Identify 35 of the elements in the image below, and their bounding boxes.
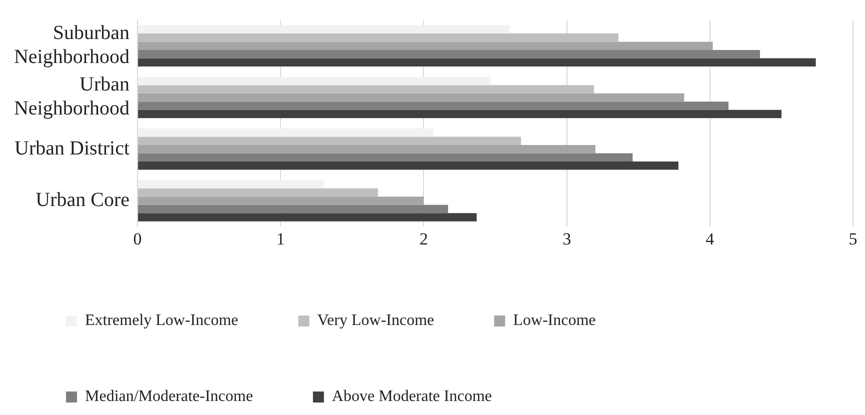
bar xyxy=(138,33,618,42)
bar xyxy=(138,93,684,102)
legend-label: Very Low-Income xyxy=(317,312,434,330)
x-tick-label: 3 xyxy=(562,229,572,248)
bar xyxy=(138,50,760,58)
bar xyxy=(138,110,782,118)
legend-label: Median/Moderate-Income xyxy=(85,388,253,406)
bar xyxy=(138,102,729,110)
bar xyxy=(138,136,522,145)
bar xyxy=(138,25,510,34)
legend-label: Above Moderate Income xyxy=(332,388,492,406)
x-tick-label: 0 xyxy=(133,229,142,248)
bar xyxy=(138,144,596,154)
x-tick-label: 1 xyxy=(276,229,285,248)
bar xyxy=(138,188,378,197)
legend-label: Low-Income xyxy=(513,312,596,330)
legend-label: Extremely Low-Income xyxy=(85,312,238,330)
bar xyxy=(138,85,594,94)
bar xyxy=(138,153,633,162)
bar xyxy=(138,128,434,137)
bar xyxy=(138,204,448,214)
bar xyxy=(138,58,816,66)
x-tick-label: 5 xyxy=(848,229,858,248)
y-tick-label: Suburban Neighborhood xyxy=(14,22,130,68)
bar xyxy=(138,162,678,170)
bar xyxy=(138,196,424,205)
bar xyxy=(138,213,477,222)
x-tick-label: 2 xyxy=(419,229,428,248)
y-tick-label: Urban Neighborhood xyxy=(14,74,130,120)
y-tick-label: Urban Core xyxy=(36,189,130,212)
bar xyxy=(138,76,491,86)
bar xyxy=(138,180,324,188)
bar xyxy=(138,42,713,50)
y-tick-label: Urban District xyxy=(14,137,130,160)
x-tick-label: 4 xyxy=(706,229,715,248)
